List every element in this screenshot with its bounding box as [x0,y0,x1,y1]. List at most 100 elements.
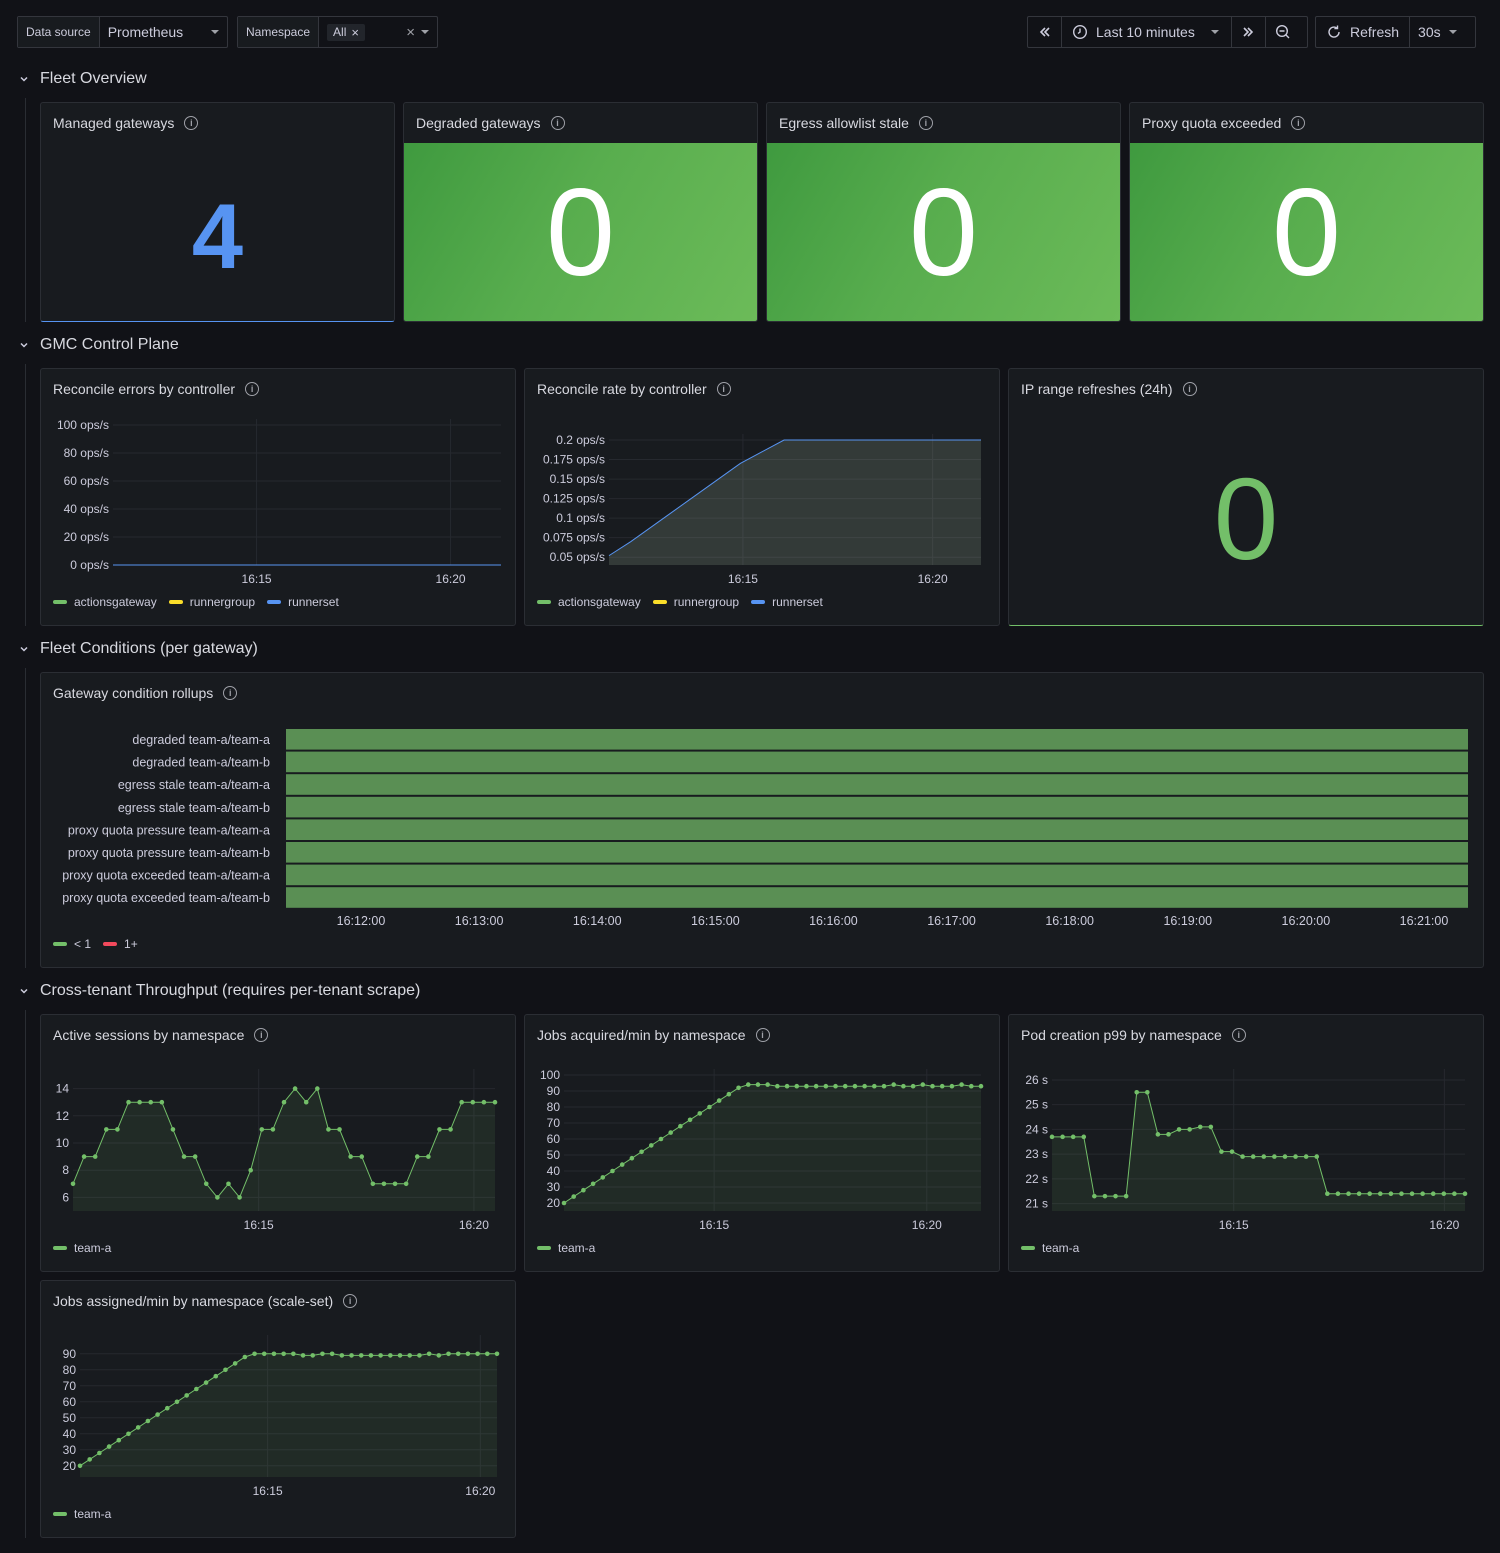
row-fleet-conditions[interactable]: Fleet Conditions (per gateway) [18,640,258,658]
legend-item[interactable]: team-a [53,1507,111,1521]
datasource-select[interactable]: Prometheus [100,17,227,47]
chart-legend: < 1 1+ [53,937,138,951]
chart-legend: team-a [53,1507,111,1521]
refresh-button[interactable]: Refresh [1316,17,1411,47]
info-icon[interactable]: i [918,116,933,130]
info-icon[interactable]: i [716,382,731,396]
chevron-down-icon [20,76,28,82]
data-point [339,1353,345,1358]
time-shift-back-button[interactable] [1028,17,1062,47]
info-icon[interactable]: i [245,382,260,396]
info-icon[interactable]: i [184,116,199,130]
data-point [1409,1191,1415,1196]
legend-item[interactable]: team-a [53,1241,111,1255]
legend-item[interactable]: runnergroup [652,595,739,609]
panel-managed-gateways[interactable]: Managed gateways i 4 [40,102,395,322]
data-point [436,1353,442,1358]
stat-background [1130,143,1483,321]
zoom-out-button[interactable] [1266,17,1300,47]
legend-item[interactable]: runnerset [267,595,339,609]
panel-ip-range-refreshes[interactable]: IP range refreshes (24h) i 0 [1008,368,1484,626]
info-icon[interactable]: i [1182,382,1197,396]
legend-item[interactable]: actionsgateway [537,595,641,609]
namespace-chip[interactable]: All × [327,23,365,41]
time-shift-forward-button[interactable] [1232,17,1266,47]
legend-item[interactable]: runnergroup [168,595,256,609]
time-picker[interactable]: Last 10 minutes [1027,16,1308,48]
legend-item[interactable]: < 1 [53,937,91,951]
series-area [609,440,981,565]
legend-item[interactable]: 1+ [103,937,138,951]
row-cross-tenant-throughput[interactable]: Cross-tenant Throughput (requires per-te… [18,982,420,1000]
info-icon[interactable]: i [343,1294,358,1308]
chart-condition-rollups[interactable]: degraded team-a/team-a degraded team-a/te… [41,673,1484,968]
chart-reconcile-errors[interactable]: 0 ops/s 20 ops/s 40 ops/s 60 ops/s 80 ops/s 1… [41,369,516,626]
panel-gateway-condition-rollups[interactable]: Gateway condition rollups i degraded team… [40,672,1484,968]
y-tick-label: 0.1 ops/s [556,511,605,525]
legend-item[interactable]: team-a [1021,1241,1079,1255]
chevron-down-icon [1210,30,1219,34]
clear-icon[interactable]: × [406,23,415,41]
data-point [292,1086,298,1091]
x-tick-label: 16:20 [912,1218,942,1232]
data-point [668,1130,673,1135]
data-point [1113,1193,1118,1199]
panel-degraded-gateways[interactable]: Degraded gateways i 0 [403,102,758,322]
data-point [959,1082,964,1087]
info-icon[interactable]: i [1231,1028,1246,1042]
data-point [619,1162,625,1167]
time-range-button[interactable]: Last 10 minutes [1062,17,1232,47]
chart-jobs-assigned[interactable]: 20 30 40 50 60 70 80 90 16:15 16:20 [41,1281,516,1538]
y-tick-label: 70 [547,1116,561,1130]
info-icon[interactable]: i [1291,116,1306,130]
refresh-interval-select[interactable]: 30s [1410,17,1475,47]
panel-title: Jobs acquired/min by namespace i [537,1027,770,1043]
data-point [949,1083,955,1089]
stat-value: 4 [191,186,244,288]
panel-jobs-assigned[interactable]: Jobs assigned/min by namespace (scale-se… [40,1280,516,1538]
panel-egress-allowlist-stale[interactable]: Egress allowlist stale i 0 [766,102,1121,322]
data-point [397,1353,403,1358]
chart-reconcile-rate[interactable]: 0.05 ops/s 0.075 ops/s 0.1 ops/s 0.125 ops/… [525,369,1000,626]
datasource-picker[interactable]: Data source Prometheus [17,16,228,48]
panel-reconcile-errors[interactable]: Reconcile errors by controller i 0 ops/s 2… [40,368,516,626]
panel-jobs-acquired[interactable]: Jobs acquired/min by namespace i 20 30 40 50… [524,1014,1000,1272]
info-icon[interactable]: i [223,686,238,700]
data-point [370,1181,376,1187]
legend-item[interactable]: runnerset [751,595,823,609]
legend-item[interactable]: team-a [537,1241,595,1255]
x-tick-label: 16:20 [918,572,948,586]
row-divider [25,364,26,626]
y-tick-label: 50 [63,1411,77,1425]
chart-active-sessions[interactable]: 6 8 10 12 14 16:15 16:20 [41,1015,516,1272]
y-tick-label: 0 ops/s [70,558,109,572]
refresh-picker[interactable]: Refresh 30s [1315,16,1476,48]
info-icon[interactable]: i [254,1028,269,1042]
chart-pod-creation-p99[interactable]: 21 s 22 s 23 s 24 s 25 s 26 s 16:15 16:20 [1009,1015,1484,1272]
namespace-picker[interactable]: Namespace All × × [237,16,438,48]
row-gmc-control-plane[interactable]: GMC Control Plane [18,336,179,354]
data-point [736,1085,741,1091]
panel-proxy-quota-exceeded[interactable]: Proxy quota exceeded i 0 [1129,102,1484,322]
data-point [126,1099,131,1105]
x-tick-label: 16:15:00 [691,914,740,928]
info-icon[interactable]: i [755,1028,770,1042]
data-point [1441,1191,1447,1196]
panel-reconcile-rate[interactable]: Reconcile rate by controller i 0.05 ops/s… [524,368,1000,626]
info-icon[interactable]: i [550,116,565,130]
data-point [135,1425,141,1430]
x-tick-label: 16:14:00 [573,914,622,928]
chart-jobs-acquired[interactable]: 20 30 40 50 60 70 80 90 100 16:15 16:20 [525,1015,1000,1272]
panel-active-sessions[interactable]: Active sessions by namespace i 6 8 10 12 14 16… [40,1014,516,1272]
legend-item[interactable]: actionsgateway [53,595,157,609]
chevron-down-icon [1448,30,1457,34]
data-point [648,1143,654,1148]
row-fleet-overview[interactable]: Fleet Overview [18,70,147,88]
data-point [901,1083,906,1089]
namespace-select[interactable]: All × × [319,17,437,47]
legend-label: runnergroup [189,595,256,609]
series-line-team-a [1052,1091,1465,1197]
y-tick-label: 20 ops/s [64,530,109,544]
chip-remove-icon[interactable]: × [351,24,359,40]
